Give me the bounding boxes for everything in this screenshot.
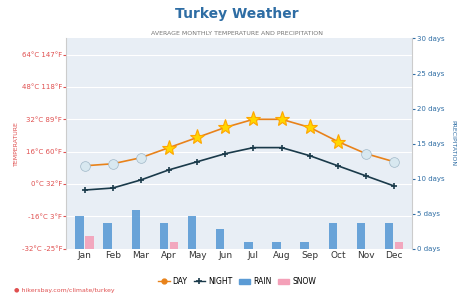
- Y-axis label: PRECIPITATION: PRECIPITATION: [450, 120, 456, 167]
- Bar: [385, 223, 393, 249]
- Legend: DAY, NIGHT, RAIN, SNOW: DAY, NIGHT, RAIN, SNOW: [155, 274, 319, 289]
- Y-axis label: TEMPERATURE: TEMPERATURE: [14, 121, 19, 166]
- Text: AVERAGE MONTHLY TEMPERATURE AND PRECIPITATION: AVERAGE MONTHLY TEMPERATURE AND PRECIPIT…: [151, 31, 323, 36]
- Bar: [301, 242, 309, 249]
- Bar: [395, 242, 403, 249]
- Bar: [85, 236, 94, 249]
- Bar: [216, 229, 225, 249]
- Bar: [132, 210, 140, 249]
- Bar: [160, 223, 168, 249]
- Text: ● hikersbay.com/climate/turkey: ● hikersbay.com/climate/turkey: [14, 288, 115, 293]
- Bar: [272, 242, 281, 249]
- Bar: [244, 242, 253, 249]
- Bar: [356, 223, 365, 249]
- Text: Turkey Weather: Turkey Weather: [175, 7, 299, 21]
- Bar: [328, 223, 337, 249]
- Bar: [75, 216, 84, 249]
- Bar: [103, 223, 112, 249]
- Bar: [170, 242, 178, 249]
- Bar: [188, 216, 196, 249]
